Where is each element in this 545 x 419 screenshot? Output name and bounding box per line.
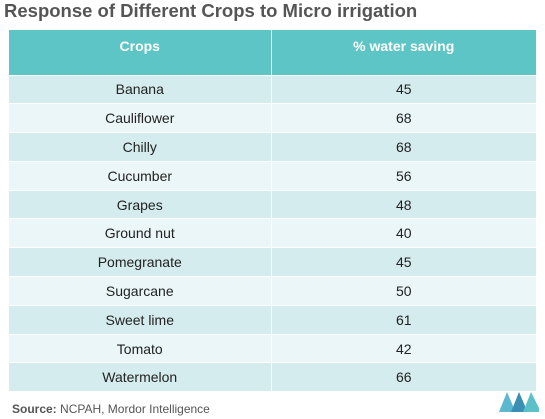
crop-name-cell: Ground nut <box>9 218 272 248</box>
source-label: Source: <box>12 402 57 416</box>
water-saving-cell: 66 <box>271 362 536 392</box>
crop-name-cell: Grapes <box>9 189 272 219</box>
crop-name-cell: Cauliflower <box>9 103 272 133</box>
table-row: Cucumber 56 <box>9 160 536 191</box>
crop-name-cell: Watermelon <box>9 362 272 392</box>
water-saving-cell: 68 <box>271 103 536 133</box>
water-saving-cell: 42 <box>271 333 536 363</box>
table-row: Grapes 48 <box>9 189 536 219</box>
water-saving-cell: 56 <box>271 160 536 191</box>
crop-name-cell: Chilly <box>9 132 272 162</box>
chart-title: Response of Different Crops to Micro irr… <box>4 0 418 21</box>
water-saving-cell: 45 <box>271 247 536 277</box>
source-note: Source: NCPAH, Mordor Intelligence <box>12 402 210 416</box>
crop-name-cell: Tomato <box>9 333 272 363</box>
crop-name-cell: Cucumber <box>9 160 272 191</box>
table-row: Cauliflower 68 <box>9 103 536 133</box>
data-table-container: Crops % water saving Banana 45 Cauliflower… <box>9 30 536 392</box>
mordor-intelligence-logo-icon <box>499 392 539 412</box>
table-row: Pomegranate 45 <box>9 247 536 277</box>
crop-name-cell: Banana <box>9 74 272 104</box>
crop-name-cell: Pomegranate <box>9 247 272 277</box>
table-row: Sweet lime 61 <box>9 304 536 335</box>
column-header-crops: Crops <box>9 30 272 75</box>
source-text: NCPAH, Mordor Intelligence <box>56 402 210 416</box>
table-row: Tomato 42 <box>9 333 536 363</box>
water-saving-cell: 40 <box>271 218 536 248</box>
table-row: Chilly 68 <box>9 132 536 162</box>
water-saving-cell: 45 <box>271 74 536 104</box>
table-row: Watermelon 66 <box>9 362 536 392</box>
water-saving-cell: 68 <box>271 132 536 162</box>
water-saving-cell: 48 <box>271 189 536 219</box>
table-row: Sugarcane 50 <box>9 276 536 306</box>
data-table: Crops % water saving Banana 45 Cauliflower… <box>9 30 536 392</box>
column-header-water-saving: % water saving <box>271 30 536 75</box>
table-row: Ground nut 40 <box>9 218 536 248</box>
water-saving-cell: 50 <box>271 276 536 306</box>
table-header-row: Crops % water saving <box>9 30 536 75</box>
crop-name-cell: Sweet lime <box>9 304 272 335</box>
table-row: Banana 45 <box>9 74 536 104</box>
table-body: Banana 45 Cauliflower 68 Chilly 68 Cucumber 56 G… <box>9 74 536 392</box>
water-saving-cell: 61 <box>271 304 536 335</box>
crop-name-cell: Sugarcane <box>9 276 272 306</box>
